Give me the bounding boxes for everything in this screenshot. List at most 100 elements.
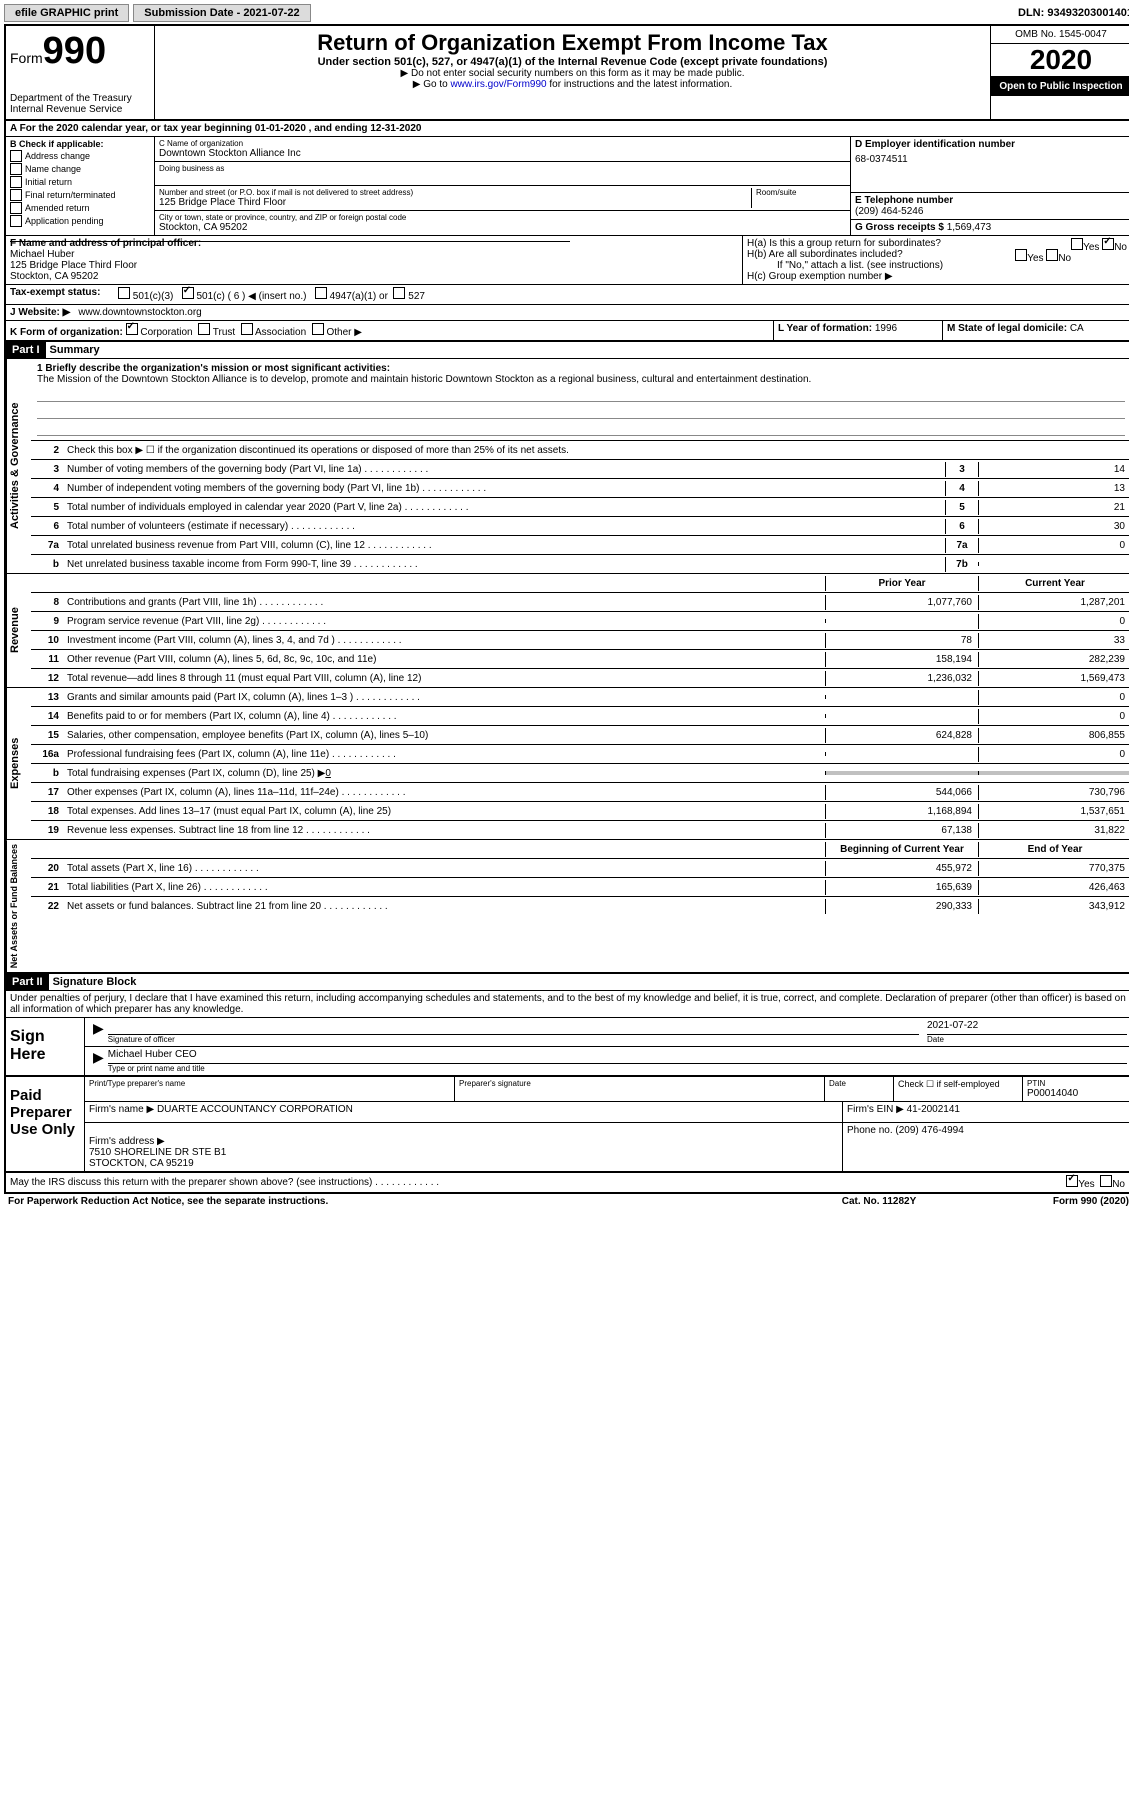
- chk-addr[interactable]: [10, 150, 22, 162]
- opt-4947: 4947(a)(1) or: [330, 291, 388, 302]
- street-addr: 125 Bridge Place Third Floor: [159, 197, 747, 208]
- vlabel-net: Net Assets or Fund Balances: [6, 840, 31, 972]
- b-init: Initial return: [25, 177, 72, 187]
- l3: Number of voting members of the governin…: [63, 462, 945, 477]
- v5: 21: [978, 500, 1129, 515]
- phone: (209) 464-5246: [855, 206, 1127, 217]
- v3: 14: [978, 462, 1129, 477]
- firm-name: DUARTE ACCOUNTANCY CORPORATION: [157, 1104, 353, 1115]
- header-right: OMB No. 1545-0047 2020 Open to Public In…: [990, 26, 1129, 119]
- d-label: D Employer identification number: [855, 139, 1127, 150]
- discuss-yes[interactable]: [1066, 1175, 1078, 1187]
- mission-text: The Mission of the Downtown Stockton All…: [37, 374, 1125, 385]
- chk-501c3[interactable]: [118, 287, 130, 299]
- chk-527[interactable]: [393, 287, 405, 299]
- arrow-icon: ▶: [89, 1020, 108, 1044]
- form-container: Form990 Department of the Treasury Inter…: [4, 24, 1129, 1194]
- mission-blank3: [37, 421, 1125, 436]
- chk-app[interactable]: [10, 215, 22, 227]
- l7b: Net unrelated business taxable income fr…: [63, 557, 945, 572]
- city-label: City or town, state or province, country…: [159, 213, 846, 222]
- chk-amend[interactable]: [10, 202, 22, 214]
- l15: Salaries, other compensation, employee b…: [63, 728, 825, 743]
- form-number: 990: [43, 30, 106, 72]
- chk-trust[interactable]: [198, 323, 210, 335]
- l16b: Total fundraising expenses (Part IX, col…: [63, 766, 825, 781]
- chk-4947[interactable]: [315, 287, 327, 299]
- submission-btn[interactable]: Submission Date - 2021-07-22: [133, 4, 310, 22]
- officer-name-title: Michael Huber CEO: [108, 1049, 1127, 1064]
- p22: 290,333: [825, 899, 978, 914]
- chk-assoc[interactable]: [241, 323, 253, 335]
- l9: Program service revenue (Part VIII, line…: [63, 614, 825, 629]
- m-label: M State of legal domicile:: [947, 323, 1067, 334]
- b-label: B Check if applicable:: [10, 139, 150, 149]
- k-corp: Corporation: [140, 327, 192, 338]
- declaration: Under penalties of perjury, I declare th…: [6, 991, 1129, 1018]
- c16a: 0: [978, 747, 1129, 762]
- l18: Total expenses. Add lines 13–17 (must eq…: [63, 804, 825, 819]
- officer-addr: 125 Bridge Place Third Floor Stockton, C…: [10, 260, 738, 282]
- sig-officer-line: [108, 1020, 919, 1035]
- chk-501c[interactable]: [182, 287, 194, 299]
- prep-sig-label: Preparer's signature: [459, 1079, 820, 1088]
- name-title-label: Type or print name and title: [108, 1064, 1127, 1073]
- current-header: Current Year: [978, 576, 1129, 591]
- dln: DLN: 93493203001401: [1018, 7, 1129, 19]
- c12: 1,569,473: [978, 671, 1129, 686]
- vlabel-ag: Activities & Governance: [6, 359, 31, 573]
- p8: 1,077,760: [825, 595, 978, 610]
- chk-init[interactable]: [10, 176, 22, 188]
- c-name-label: C Name of organization: [159, 139, 846, 148]
- l1-label: 1 Briefly describe the organization's mi…: [37, 363, 1125, 374]
- footer-right: Form 990 (2020): [979, 1196, 1129, 1207]
- p16a: [825, 752, 978, 756]
- efile-btn[interactable]: efile GRAPHIC print: [4, 4, 129, 22]
- l10: Investment income (Part VIII, column (A)…: [63, 633, 825, 648]
- sig-officer-label: Signature of officer: [108, 1035, 919, 1044]
- chk-name[interactable]: [10, 163, 22, 175]
- col-cd: C Name of organization Downtown Stockton…: [155, 137, 850, 235]
- header-mid: Return of Organization Exempt From Incom…: [155, 26, 990, 119]
- irs-link[interactable]: www.irs.gov/Form990: [450, 79, 546, 90]
- form-title: Return of Organization Exempt From Incom…: [159, 30, 986, 56]
- ptin-label: PTIN: [1027, 1079, 1127, 1088]
- b-amend: Amended return: [25, 203, 90, 213]
- section-a: A For the 2020 calendar year, or tax yea…: [6, 121, 1129, 137]
- chk-final[interactable]: [10, 189, 22, 201]
- form-label: Form: [10, 50, 43, 66]
- v4: 13: [978, 481, 1129, 496]
- org-name: Downtown Stockton Alliance Inc: [159, 148, 846, 159]
- room-label: Room/suite: [756, 188, 846, 197]
- k-label: K Form of organization:: [10, 327, 123, 338]
- chk-corp[interactable]: [126, 323, 138, 335]
- i-options: 501(c)(3) 501(c) ( 6 ) ◀ (insert no.) 49…: [114, 285, 1129, 304]
- goto-post: for instructions and the latest informat…: [547, 79, 733, 90]
- officer-name: Michael Huber: [10, 249, 738, 260]
- l22: Net assets or fund balances. Subtract li…: [63, 899, 825, 914]
- prep-name-label: Print/Type preparer's name: [89, 1079, 450, 1088]
- addr-label: Number and street (or P.O. box if mail i…: [159, 188, 747, 197]
- l4: Number of independent voting members of …: [63, 481, 945, 496]
- ha-yes[interactable]: [1071, 238, 1083, 250]
- discuss-no[interactable]: [1100, 1175, 1112, 1187]
- firm-addr-label: Firm's address ▶: [89, 1136, 165, 1147]
- c19: 31,822: [978, 823, 1129, 838]
- hb-yes[interactable]: [1015, 249, 1027, 261]
- hb-no[interactable]: [1046, 249, 1058, 261]
- c10: 33: [978, 633, 1129, 648]
- opt-501c3: 501(c)(3): [133, 291, 174, 302]
- l11: Other revenue (Part VIII, column (A), li…: [63, 652, 825, 667]
- discuss-ans: Yes No: [979, 1173, 1129, 1192]
- ha-no[interactable]: [1102, 238, 1114, 250]
- l5: Total number of individuals employed in …: [63, 500, 945, 515]
- self-employed: Check ☐ if self-employed: [894, 1077, 1023, 1101]
- state-domicile: CA: [1070, 323, 1084, 334]
- chk-other[interactable]: [312, 323, 324, 335]
- c22: 343,912: [978, 899, 1129, 914]
- mission-blank1: [37, 387, 1125, 402]
- v6: 30: [978, 519, 1129, 534]
- part2-header-row: Part II Signature Block: [6, 974, 1129, 991]
- c8: 1,287,201: [978, 595, 1129, 610]
- c20: 770,375: [978, 861, 1129, 876]
